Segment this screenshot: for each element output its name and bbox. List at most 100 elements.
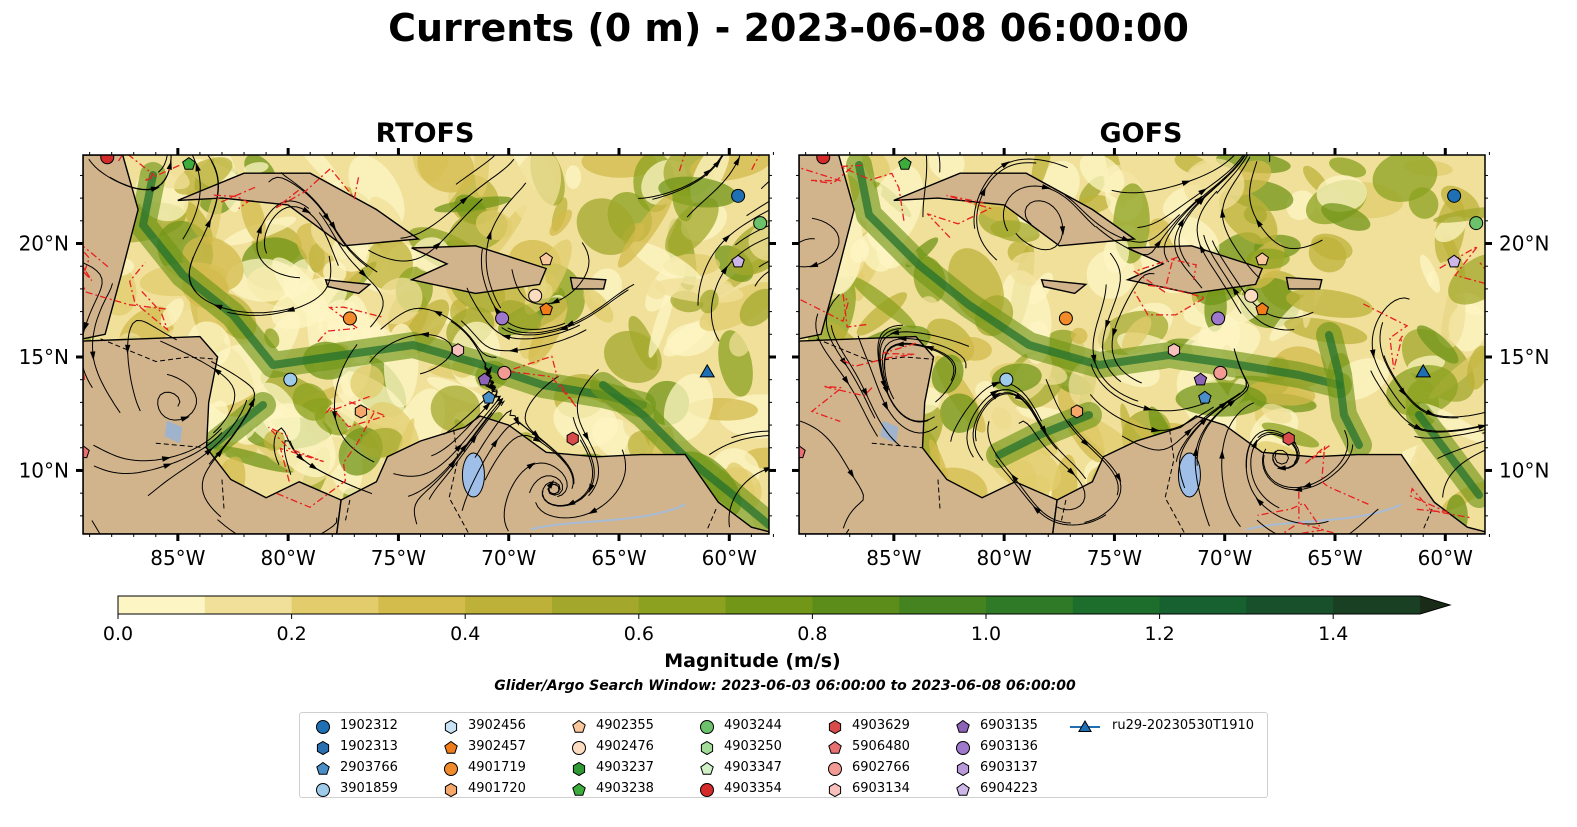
streamline-arrow xyxy=(1154,239,1162,249)
streamline xyxy=(1095,195,1203,256)
streamline xyxy=(815,313,879,437)
speed-patch xyxy=(939,393,979,433)
speed-patch xyxy=(729,329,752,357)
streamline xyxy=(188,256,293,314)
current-core xyxy=(855,161,1343,389)
streamline-arrow xyxy=(906,123,915,131)
float-marker-6903134 xyxy=(1167,343,1181,358)
streamline-arrow xyxy=(1105,319,1111,329)
streamline-arrow xyxy=(1484,426,1485,428)
figure-title: Currents (0 m) - 2023-06-08 06:00:00 xyxy=(388,6,1189,50)
streamline-arrow xyxy=(1504,431,1513,437)
circle-icon xyxy=(956,741,970,755)
colorbar-segment xyxy=(899,596,987,614)
streamline xyxy=(966,389,1042,458)
circle-icon xyxy=(316,720,330,734)
eez-boundary xyxy=(116,155,180,182)
map-panel-gofs: 85°W 80°W 75°W 70°W 65°W 60°W 20°N 15°N 10°N xyxy=(792,123,1560,570)
streamline-arrow xyxy=(138,111,147,116)
border-line xyxy=(1164,429,1186,534)
legend-marker xyxy=(316,761,330,775)
streamline-arrow xyxy=(809,261,819,268)
streamline xyxy=(686,155,741,218)
colorbar-tick-label: 1.4 xyxy=(1318,623,1348,645)
streamline-arrow xyxy=(588,483,595,493)
streamline xyxy=(268,176,368,268)
speed-patch xyxy=(183,201,213,244)
pentagon-icon xyxy=(316,761,330,775)
streamline-arrow xyxy=(881,401,889,411)
legend-label: 1902312 xyxy=(340,718,398,733)
panel-title-gofs: GOFS xyxy=(1099,118,1183,149)
colorbar-segment xyxy=(812,596,900,614)
streamline-arrow xyxy=(882,385,889,395)
lake-nicaragua xyxy=(880,420,899,444)
streamline xyxy=(1216,155,1249,194)
streamline xyxy=(697,209,769,306)
streamline xyxy=(1137,155,1244,229)
current-core xyxy=(1415,411,1483,499)
streamline xyxy=(799,217,840,268)
border-line xyxy=(100,338,218,363)
colorbar-label: Magnitude (m/s) xyxy=(664,650,841,672)
speed-patch xyxy=(417,155,475,193)
legend-label: 4903250 xyxy=(724,739,782,754)
hexagon-icon xyxy=(444,719,458,735)
legend-label: 4903629 xyxy=(852,718,910,733)
speed-patch xyxy=(293,155,342,188)
streamline-arrow xyxy=(1255,218,1263,228)
colorbar-segment xyxy=(1333,596,1421,614)
streamline xyxy=(511,242,590,305)
streamline xyxy=(182,155,201,240)
float-marker-4903354 xyxy=(100,155,115,165)
streamline xyxy=(208,361,256,465)
colorbar-tick-label: 0.6 xyxy=(624,623,654,645)
streamline-arrow xyxy=(309,462,318,470)
lat-tick-label: 15°N xyxy=(1499,345,1549,369)
lat-tick-label: 10°N xyxy=(19,458,69,482)
streamline-arrow xyxy=(526,462,536,470)
streamline xyxy=(1370,370,1482,432)
lat-tick-label: 20°N xyxy=(19,232,69,256)
cuba-land xyxy=(893,172,1137,247)
eez-boundary xyxy=(800,293,869,328)
float-marker-6903134 xyxy=(451,343,465,358)
streamline xyxy=(88,155,172,191)
streamline-arrow xyxy=(1199,417,1208,426)
streamline-arrow xyxy=(720,265,728,275)
streamline xyxy=(443,338,497,435)
legend-marker xyxy=(316,740,330,756)
lon-tick-label: 75°W xyxy=(1087,546,1142,570)
speed-patch xyxy=(1467,345,1485,390)
colorbar-segment xyxy=(291,596,379,614)
legend-label: 4903237 xyxy=(596,760,654,775)
streamline-arrow xyxy=(532,435,542,443)
streamline-arrow xyxy=(1551,411,1560,416)
float-marker-1902312 xyxy=(1447,188,1462,203)
streamline xyxy=(728,467,769,528)
central-america-land xyxy=(83,335,342,534)
pentagon-icon xyxy=(828,740,842,754)
streamline-arrow xyxy=(1181,180,1191,186)
lat-tick-label: 10°N xyxy=(1499,458,1549,482)
colorbar-segment xyxy=(1072,596,1161,614)
speed-patch xyxy=(990,220,1040,243)
eez-boundary xyxy=(1132,284,1207,316)
legend-label: ru29-20230530T1910 xyxy=(1112,718,1255,733)
streamline-arrow xyxy=(433,241,442,250)
speed-patch xyxy=(672,183,693,222)
river-orinoco xyxy=(1246,503,1402,531)
streamline-arrow xyxy=(1232,286,1240,296)
streamline-arrow xyxy=(566,499,576,506)
speed-patch xyxy=(350,365,384,400)
legend-marker xyxy=(700,783,714,797)
legend-marker xyxy=(700,720,714,734)
streamline-arrow xyxy=(459,196,469,205)
streamline xyxy=(652,155,724,200)
streamline xyxy=(879,331,970,390)
speed-patch xyxy=(1434,216,1466,243)
float-marker-4902476 xyxy=(1244,288,1259,303)
eez-boundary xyxy=(1439,245,1485,285)
streamline-arrow xyxy=(531,430,540,439)
